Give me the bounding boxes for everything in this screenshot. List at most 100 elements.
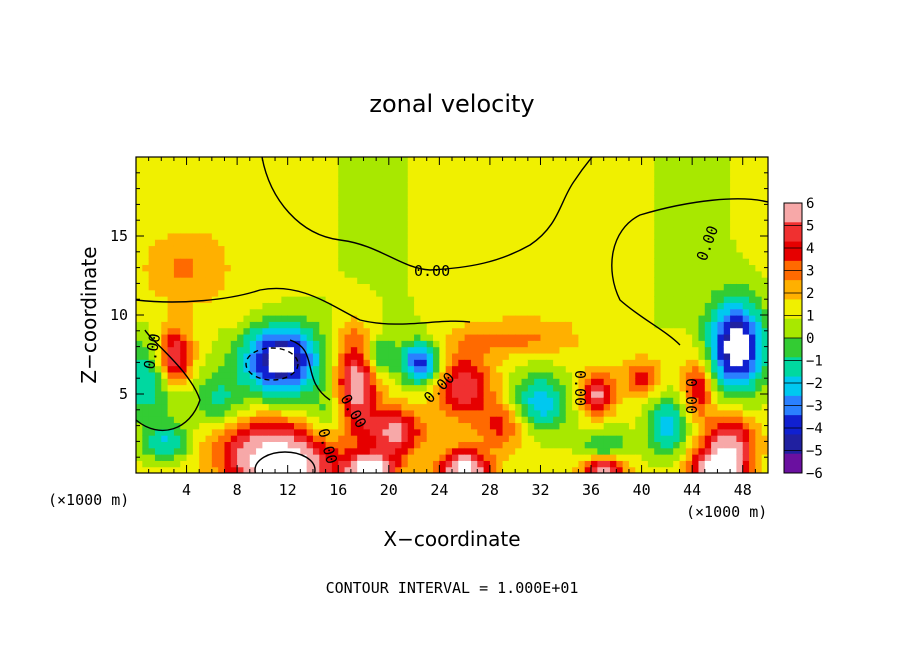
heatmap-cell xyxy=(205,359,213,367)
heatmap-cell xyxy=(173,454,181,461)
heatmap-cell xyxy=(711,359,719,367)
heatmap-cell xyxy=(666,182,674,190)
heatmap-cell xyxy=(591,277,598,284)
heatmap-cell xyxy=(496,447,504,455)
heatmap-cell xyxy=(224,365,232,373)
heatmap-cell xyxy=(205,321,213,329)
heatmap-cell xyxy=(749,321,756,329)
heatmap-cell xyxy=(635,365,643,373)
heatmap-cell xyxy=(458,226,466,234)
heatmap-cell xyxy=(331,277,339,284)
heatmap-cell xyxy=(230,264,238,272)
heatmap-cell xyxy=(452,378,459,386)
heatmap-cell xyxy=(704,352,712,360)
heatmap-cell xyxy=(331,207,339,215)
heatmap-cell xyxy=(281,258,289,266)
heatmap-cell xyxy=(243,397,251,405)
heatmap-cell xyxy=(546,169,554,177)
heatmap-cell xyxy=(521,340,529,348)
heatmap-cell xyxy=(211,226,219,234)
heatmap-cell xyxy=(521,346,529,354)
heatmap-cell xyxy=(565,201,573,209)
heatmap-cell xyxy=(502,182,510,190)
heatmap-cell xyxy=(755,226,763,234)
heatmap-cell xyxy=(237,428,245,436)
heatmap-cell xyxy=(508,296,516,303)
heatmap-cell xyxy=(698,359,706,367)
heatmap-cell xyxy=(180,359,188,367)
heatmap-cell xyxy=(268,188,276,196)
heatmap-cell xyxy=(407,302,415,310)
heatmap-cell xyxy=(180,264,188,272)
heatmap-cell xyxy=(483,201,491,209)
heatmap-cell xyxy=(363,365,371,373)
heatmap-cell xyxy=(173,435,181,442)
heatmap-cell xyxy=(452,466,459,473)
heatmap-cell xyxy=(660,188,668,196)
heatmap-cell xyxy=(369,447,377,455)
heatmap-cell xyxy=(148,296,156,303)
heatmap-cell xyxy=(357,447,365,455)
heatmap-cell xyxy=(660,258,668,266)
heatmap-cell xyxy=(262,245,270,253)
heatmap-cell xyxy=(489,365,497,373)
heatmap-cell xyxy=(673,359,681,367)
heatmap-cell xyxy=(205,441,213,449)
heatmap-cell xyxy=(679,422,687,430)
heatmap-cell xyxy=(616,384,624,392)
heatmap-cell xyxy=(755,365,763,373)
heatmap-cell xyxy=(414,460,421,468)
heatmap-cell xyxy=(641,390,649,398)
heatmap-cell xyxy=(553,213,561,221)
heatmap-cell xyxy=(224,239,232,247)
heatmap-cell xyxy=(666,409,674,417)
heatmap-cell xyxy=(319,384,327,392)
heatmap-cell xyxy=(287,251,295,259)
heatmap-cell xyxy=(508,397,516,405)
heatmap-cell xyxy=(591,416,598,424)
heatmap-cell xyxy=(742,308,750,316)
heatmap-cell xyxy=(673,447,681,455)
heatmap-cell xyxy=(723,378,731,386)
heatmap-cell xyxy=(414,333,421,341)
heatmap-cell xyxy=(489,258,497,266)
heatmap-cell xyxy=(489,226,497,234)
heatmap-cell xyxy=(692,365,700,373)
heatmap-cell xyxy=(426,220,434,228)
heatmap-cell xyxy=(148,201,156,209)
heatmap-cell xyxy=(224,397,232,405)
heatmap-cell xyxy=(407,289,415,297)
heatmap-cell xyxy=(300,384,308,392)
heatmap-cell xyxy=(641,194,649,202)
heatmap-cell xyxy=(420,346,428,354)
heatmap-cell xyxy=(641,352,649,360)
heatmap-cell xyxy=(426,409,434,417)
heatmap-cell xyxy=(338,359,346,367)
heatmap-cell xyxy=(578,169,586,177)
heatmap-cell xyxy=(331,333,339,341)
heatmap-cell xyxy=(136,157,143,164)
heatmap-cell xyxy=(704,239,712,247)
heatmap-cell xyxy=(666,194,674,202)
heatmap-cell xyxy=(565,175,573,183)
heatmap-cell xyxy=(357,169,365,177)
heatmap-cell xyxy=(445,169,453,177)
heatmap-cell xyxy=(401,163,409,171)
heatmap-cell xyxy=(527,296,535,303)
heatmap-cell xyxy=(186,422,194,430)
heatmap-cell xyxy=(711,333,719,341)
heatmap-cell xyxy=(736,365,744,373)
heatmap-cell xyxy=(572,182,579,190)
heatmap-cell xyxy=(458,302,466,310)
heatmap-cell xyxy=(426,447,434,455)
heatmap-cell xyxy=(331,422,339,430)
heatmap-cell xyxy=(167,270,175,278)
heatmap-cell xyxy=(458,371,466,379)
heatmap-cell xyxy=(199,390,207,398)
heatmap-cell xyxy=(761,188,768,196)
heatmap-cell xyxy=(679,157,687,164)
heatmap-cell xyxy=(502,302,510,310)
heatmap-cell xyxy=(717,194,725,202)
heatmap-cell xyxy=(357,403,365,411)
heatmap-cell xyxy=(685,365,693,373)
